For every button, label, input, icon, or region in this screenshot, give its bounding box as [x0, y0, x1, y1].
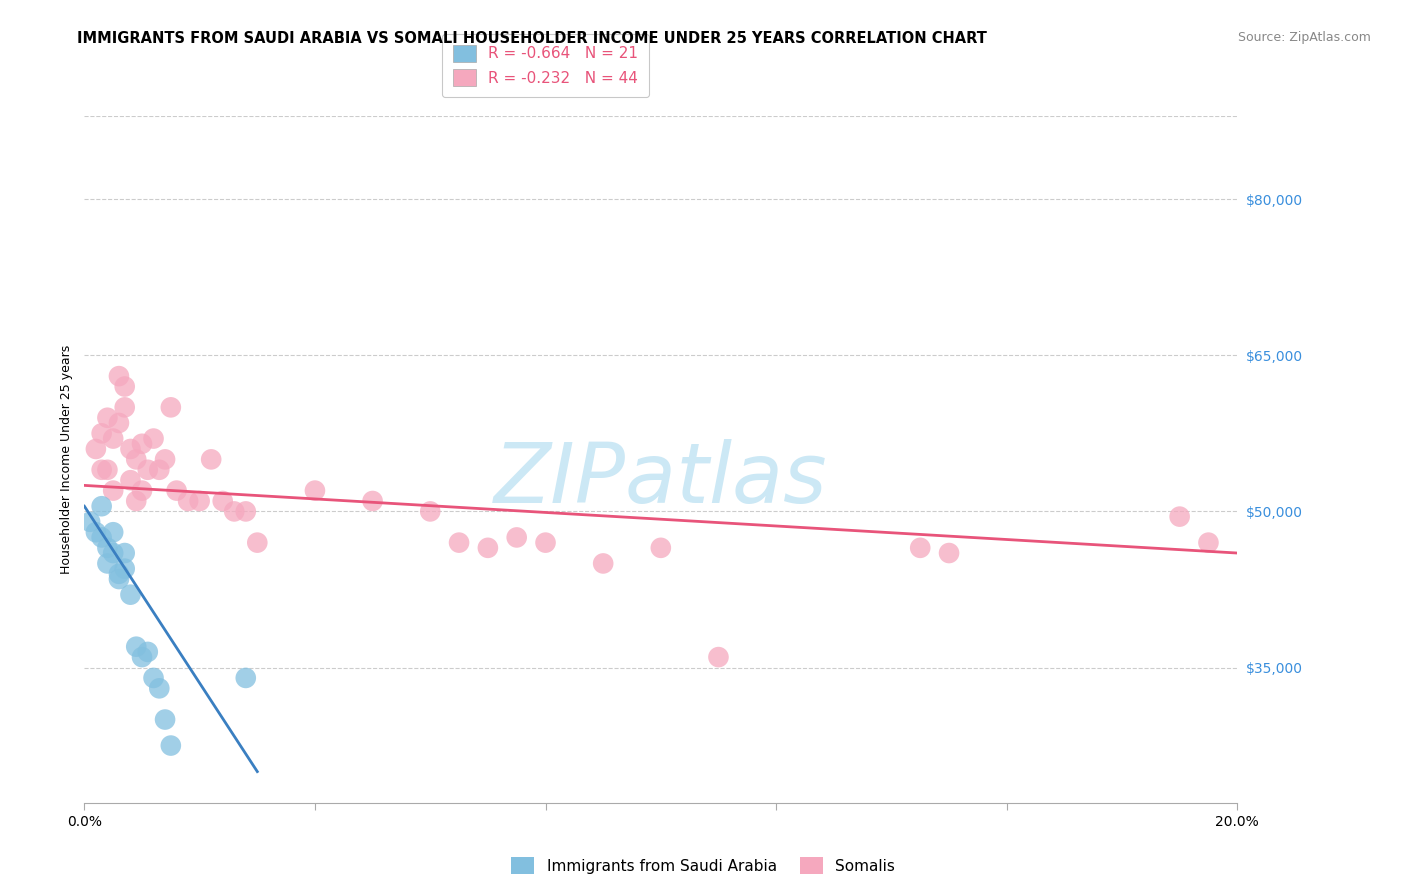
Point: [79, 515, 101, 529]
Point: [506, 530, 529, 544]
Point: [90, 463, 112, 477]
Legend: Immigrants from Saudi Arabia, Somalis: Immigrants from Saudi Arabia, Somalis: [505, 851, 901, 880]
Point: [188, 494, 211, 508]
Y-axis label: Householder Income Under 25 years: Householder Income Under 25 years: [60, 344, 73, 574]
Point: [96, 541, 118, 555]
Point: [650, 541, 672, 555]
Point: [96, 463, 118, 477]
Point: [90, 530, 112, 544]
Point: [160, 401, 183, 415]
Point: [1198, 535, 1220, 549]
Point: [108, 416, 131, 430]
Point: [235, 671, 257, 685]
Point: [131, 436, 153, 450]
Point: [177, 494, 200, 508]
Text: ZIPatlas: ZIPatlas: [494, 440, 828, 521]
Point: [224, 504, 246, 518]
Point: [103, 483, 124, 498]
Point: [142, 671, 165, 685]
Point: [592, 557, 614, 571]
Point: [103, 525, 124, 540]
Point: [166, 483, 188, 498]
Point: [108, 566, 131, 581]
Point: [361, 494, 384, 508]
Point: [96, 557, 118, 571]
Point: [90, 500, 112, 514]
Text: IMMIGRANTS FROM SAUDI ARABIA VS SOMALI HOUSEHOLDER INCOME UNDER 25 YEARS CORRELA: IMMIGRANTS FROM SAUDI ARABIA VS SOMALI H…: [77, 31, 987, 46]
Point: [108, 369, 131, 384]
Point: [96, 410, 118, 425]
Point: [125, 452, 148, 467]
Point: [235, 504, 257, 518]
Point: [419, 504, 441, 518]
Point: [707, 650, 730, 665]
Point: [114, 546, 136, 560]
Point: [131, 483, 153, 498]
Point: [103, 432, 124, 446]
Point: [136, 645, 159, 659]
Point: [120, 588, 142, 602]
Point: [1168, 509, 1191, 524]
Point: [153, 452, 176, 467]
Point: [114, 379, 136, 393]
Point: [153, 713, 176, 727]
Point: [938, 546, 960, 560]
Point: [148, 463, 170, 477]
Point: [84, 525, 107, 540]
Point: [142, 432, 165, 446]
Point: [160, 739, 183, 753]
Point: [84, 442, 107, 456]
Point: [125, 640, 148, 654]
Point: [90, 426, 112, 441]
Point: [136, 463, 159, 477]
Point: [200, 452, 222, 467]
Point: [120, 442, 142, 456]
Point: [910, 541, 932, 555]
Point: [449, 535, 471, 549]
Point: [246, 535, 269, 549]
Point: [125, 494, 148, 508]
Point: [103, 546, 124, 560]
Point: [304, 483, 326, 498]
Text: Source: ZipAtlas.com: Source: ZipAtlas.com: [1237, 31, 1371, 45]
Legend: R = -0.664   N = 21, R = -0.232   N = 44: R = -0.664 N = 21, R = -0.232 N = 44: [443, 34, 648, 96]
Point: [120, 473, 142, 487]
Point: [114, 562, 136, 576]
Point: [211, 494, 233, 508]
Point: [477, 541, 499, 555]
Point: [114, 401, 136, 415]
Point: [131, 650, 153, 665]
Point: [534, 535, 557, 549]
Point: [148, 681, 170, 696]
Point: [108, 572, 131, 586]
